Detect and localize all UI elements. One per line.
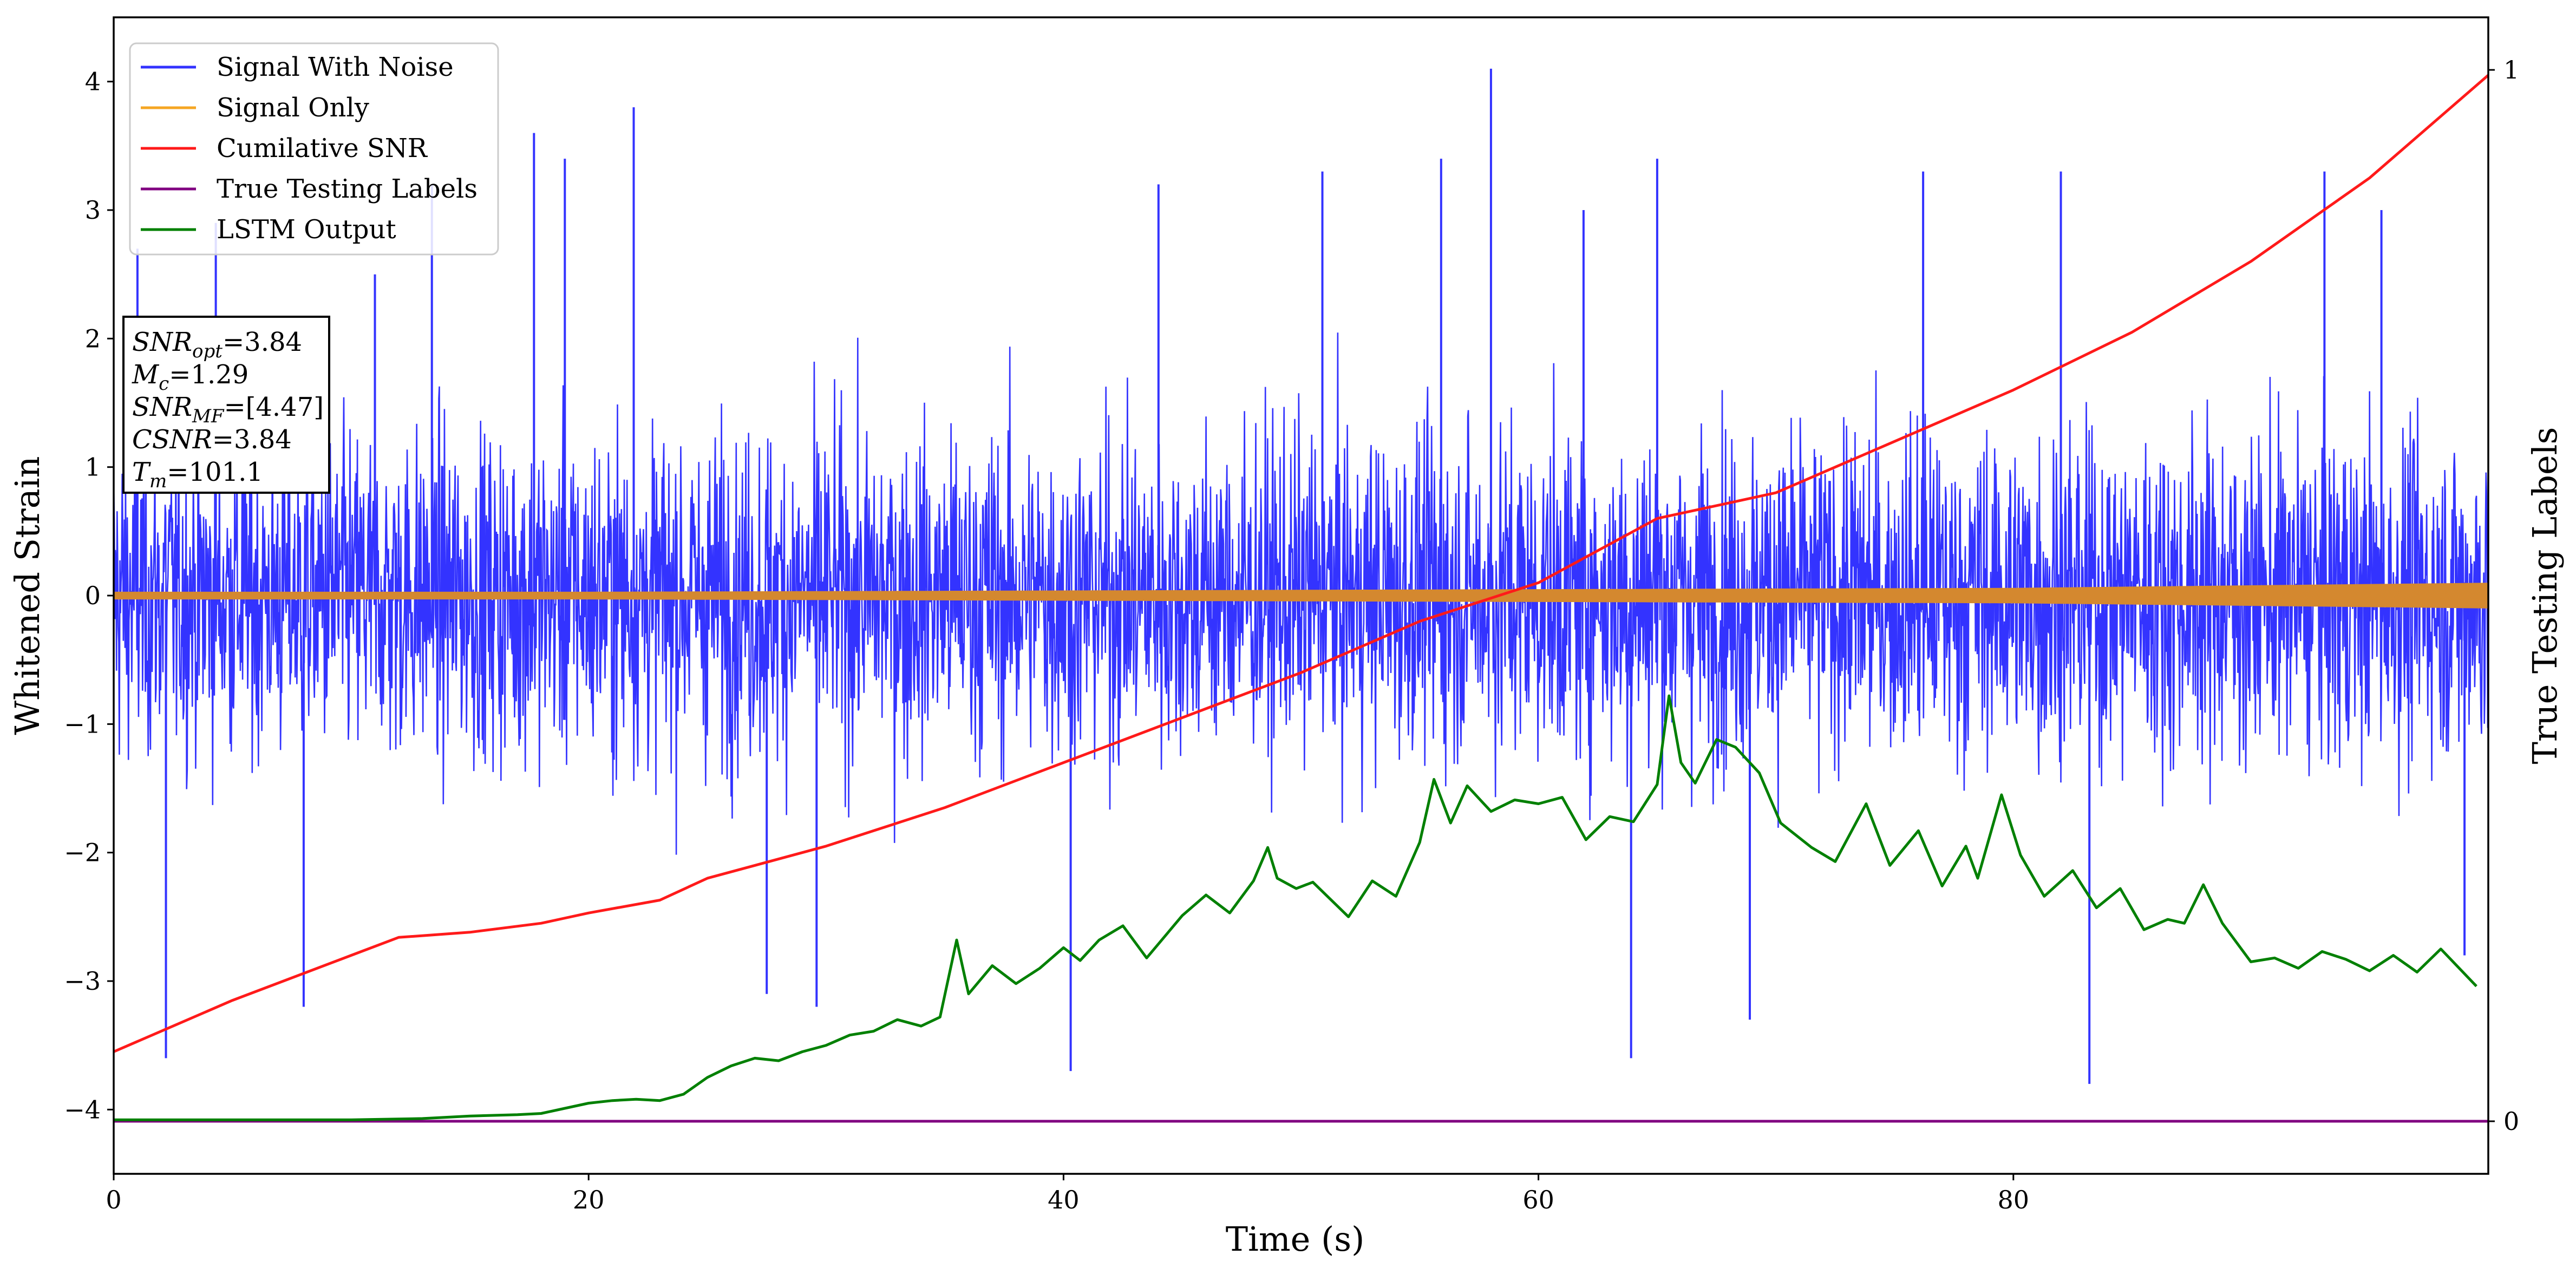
legend-label: Signal With Noise [217,52,454,82]
y-tick-label: −3 [64,966,101,996]
x-tick-label: 80 [1998,1185,2030,1214]
cumulative-snr-line [114,74,2488,1053]
stats-line: Mc=1.29 [132,360,249,395]
legend-label: Signal Only [217,93,369,123]
y-tick-label: 4 [85,67,101,96]
y-tick-label: 2 [85,324,101,353]
y-tick-label: 1 [85,453,101,482]
x-tick-label: 40 [1048,1185,1080,1214]
stats-line: SNRMF=[4.47] [132,392,324,427]
stats-line: CSNR=3.84 [132,424,292,455]
signal-only-layer [114,583,2488,609]
legend: Signal With Noise Signal Only Cumilative S… [129,42,499,256]
signal-with-noise-line [114,332,2488,855]
stats-annotation-box: SNRopt=3.84Mc=1.29SNRMF=[4.47]CSNR=3.84T… [122,316,330,494]
x-axis-ticks: 0 20 40 60 80 [106,1174,2029,1214]
legend-label: Cumilative SNR [217,133,428,164]
lstm-output-line [114,694,2477,1121]
stats-line: SNRopt=3.84 [132,327,302,362]
legend-label: True Testing Labels [217,174,478,204]
y-tick-label: 0 [85,581,101,610]
stats-frame [122,316,330,494]
legend-frame [129,42,499,256]
y-tick-label: −4 [64,1095,101,1124]
signal-only-band [114,583,2488,609]
stats-line: Tm=101.1 [132,457,263,492]
lines-layer [114,74,2488,1123]
y2-tick-label: 1 [2503,55,2519,84]
legend-label: LSTM Output [217,214,396,245]
signal-with-noise-layer [114,68,2488,1084]
y2-tick-label: 0 [2503,1107,2519,1136]
x-tick-label: 0 [106,1185,121,1214]
y-axis-ticks: 4 3 2 1 0 −1 −2 −3 −4 [64,67,114,1124]
x-tick-label: 60 [1522,1185,1554,1214]
y-axis-title: Whitened Strain [8,456,47,735]
y2-axis-ticks: 10 [2488,55,2519,1136]
plot-area [114,68,2488,1123]
y-tick-label: −2 [64,838,101,867]
x-axis-title: Time (s) [1226,1219,1365,1259]
y-tick-label: −1 [64,709,101,739]
y-tick-label: 3 [85,195,101,225]
x-tick-label: 20 [573,1185,605,1214]
y2-axis-title: True Testing Labels [2525,427,2565,765]
